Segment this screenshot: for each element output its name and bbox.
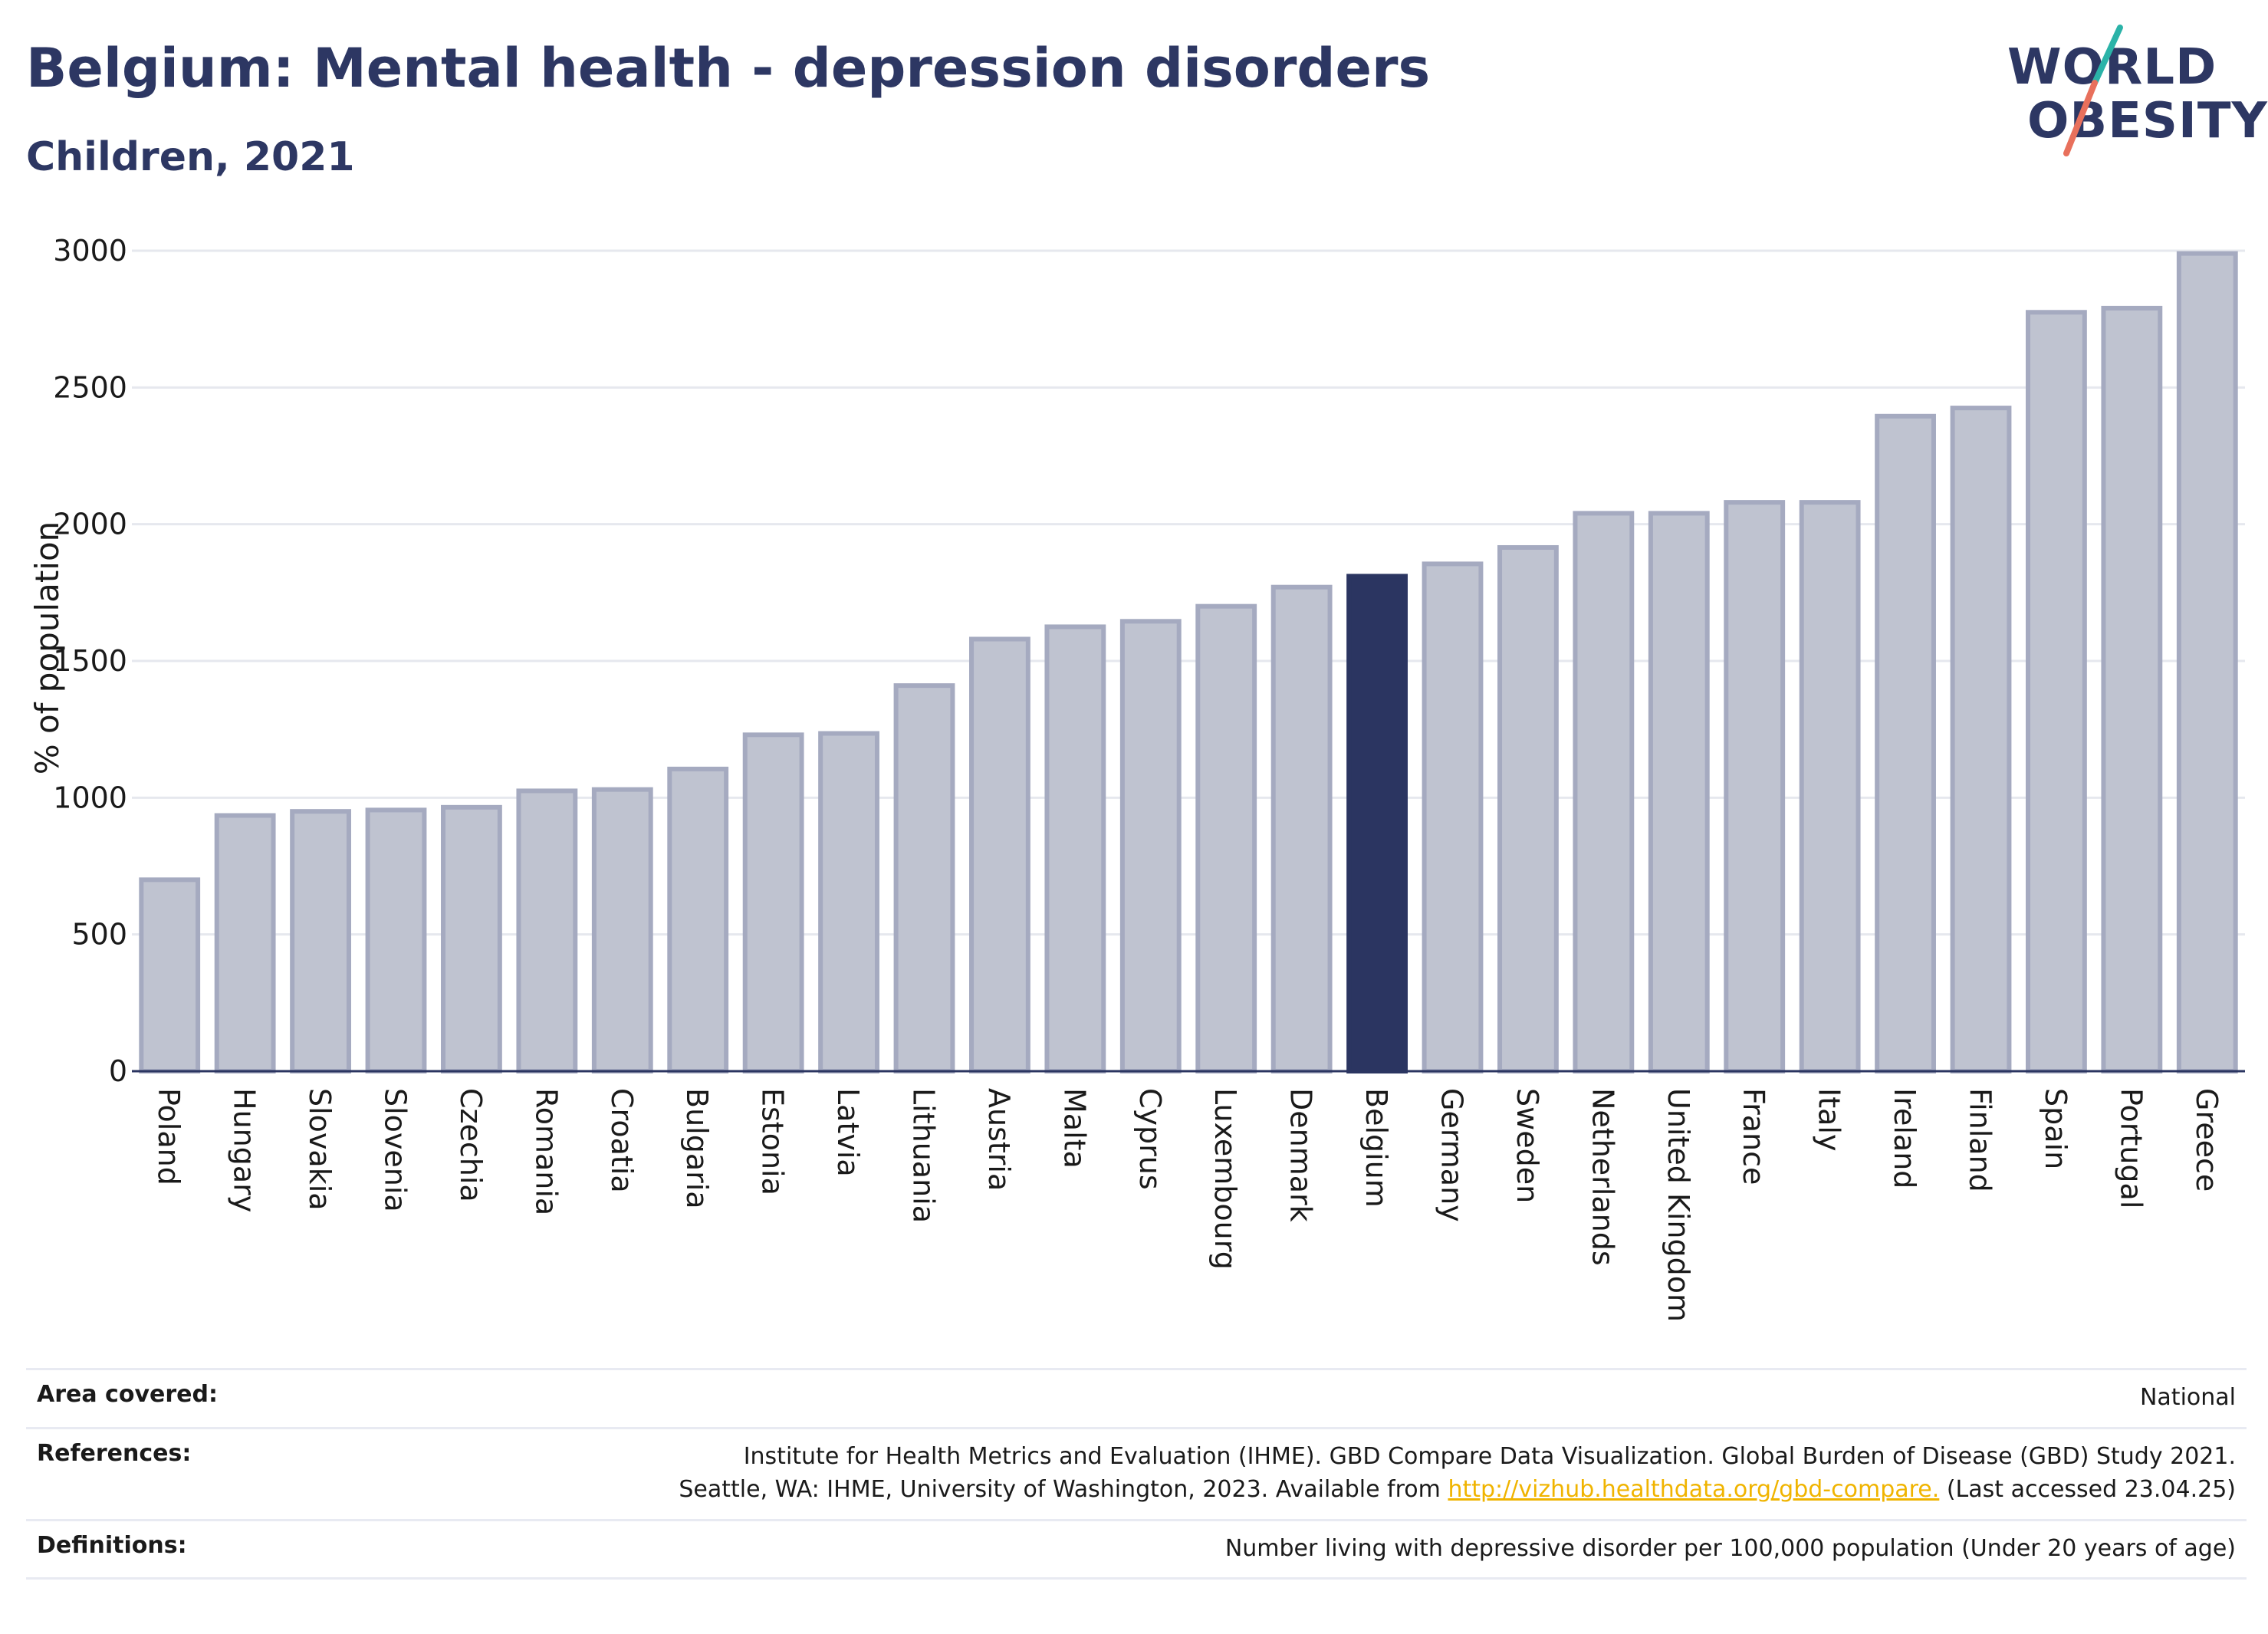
- x-tick-label: Hungary: [228, 1088, 261, 1212]
- logo-slash-icon: [2063, 25, 2123, 156]
- bar-slovenia: [365, 807, 427, 1073]
- x-tick-label: Portugal: [2114, 1088, 2148, 1208]
- x-tick-label: Malta: [1057, 1088, 1091, 1169]
- x-tick-label: Germany: [1435, 1088, 1469, 1222]
- references-value: Institute for Health Metrics and Evaluat…: [679, 1440, 2236, 1507]
- y-tick-label: 3000: [53, 234, 127, 268]
- bar-belgium: [1346, 574, 1408, 1073]
- y-tick-label: 0: [109, 1054, 127, 1088]
- bar-luxembourg: [1195, 603, 1257, 1073]
- bar-latvia: [818, 731, 879, 1073]
- x-tick-label: Austria: [982, 1088, 1016, 1191]
- x-tick-label: Sweden: [1510, 1088, 1544, 1203]
- y-tick-label: 1500: [53, 644, 127, 678]
- references-line2-pre: Seattle, WA: IHME, University of Washing…: [679, 1476, 1441, 1503]
- bar-portugal: [2101, 305, 2163, 1073]
- x-tick-label: Cyprus: [1133, 1088, 1167, 1190]
- x-tick-label: Slovenia: [379, 1088, 413, 1212]
- y-axis-label: % of population: [28, 521, 66, 775]
- bar-lithuania: [893, 683, 955, 1073]
- y-tick-label: 2000: [53, 508, 127, 541]
- references-link[interactable]: http://vizhub.healthdata.org/gbd-compare…: [1448, 1476, 1940, 1503]
- x-tick-label: France: [1737, 1088, 1770, 1185]
- bar-chart: 0 500 1000 1500 2000 2500 3000 Poland Hungary Slo…: [28, 234, 2245, 1322]
- x-tick-label: Czechia: [454, 1088, 488, 1202]
- world-obesity-logo: WORLD OBESITY: [2001, 23, 2267, 161]
- x-tick-label: Netherlands: [1586, 1088, 1619, 1266]
- bar-greece: [2176, 251, 2238, 1074]
- chart-title: Belgium: Mental health - depression diso…: [26, 37, 1431, 100]
- bar-bulgaria: [667, 766, 729, 1074]
- bar-malta: [1044, 624, 1106, 1073]
- bar-sweden: [1497, 544, 1559, 1073]
- bar-hungary: [214, 813, 276, 1074]
- area-covered-label: Area covered:: [37, 1381, 218, 1408]
- bar-italy: [1799, 500, 1861, 1073]
- x-tick-label: United Kingdom: [1662, 1088, 1695, 1322]
- bar-romania: [516, 788, 578, 1073]
- x-tick-label: Lithuania: [907, 1088, 941, 1223]
- x-tick-label: Luxembourg: [1208, 1088, 1242, 1270]
- x-tick-label: Latvia: [831, 1088, 865, 1177]
- bar-finland: [1950, 406, 2012, 1073]
- footer-row-references: References: Institute for Health Metrics…: [26, 1426, 2247, 1519]
- bar-united-kingdom: [1648, 511, 1710, 1073]
- area-covered-value: National: [2139, 1384, 2236, 1411]
- bar-croatia: [591, 787, 653, 1073]
- references-label: References:: [37, 1439, 192, 1467]
- x-tick-label: Bulgaria: [680, 1088, 714, 1209]
- y-tick-label: 1000: [53, 781, 127, 814]
- bar-france: [1724, 500, 1786, 1073]
- x-tick-label: Denmark: [1284, 1088, 1318, 1222]
- bar-slovakia: [290, 809, 351, 1073]
- bars: [139, 251, 2238, 1074]
- bar-poland: [139, 877, 201, 1074]
- y-tick-label: 500: [71, 918, 127, 952]
- x-tick-label: Estonia: [756, 1088, 790, 1195]
- x-tick-label: Spain: [2039, 1088, 2072, 1169]
- chart-subtitle: Children, 2021: [26, 134, 355, 180]
- x-tick-label: Finland: [1964, 1088, 1997, 1192]
- logo-word-obesity: OBESITY: [2027, 93, 2268, 150]
- references-line2-post: (Last accessed 23.04.25): [1946, 1476, 2236, 1503]
- x-tick-label: Belgium: [1359, 1088, 1393, 1208]
- footer-table: Area covered: National References: Insti…: [26, 1368, 2247, 1580]
- bar-cyprus: [1119, 619, 1182, 1073]
- footer-row-area: Area covered: National: [26, 1368, 2247, 1427]
- definitions-label: Definitions:: [37, 1531, 187, 1559]
- footer-row-definitions: Definitions: Number living with depressi…: [26, 1518, 2247, 1580]
- bar-austria: [969, 636, 1030, 1073]
- bar-denmark: [1270, 584, 1333, 1073]
- bar-czechia: [441, 804, 502, 1073]
- x-tick-label: Slovakia: [303, 1088, 337, 1211]
- bar-spain: [2026, 310, 2087, 1073]
- x-tick-label: Italy: [1813, 1088, 1846, 1151]
- bar-estonia: [742, 732, 804, 1073]
- x-tick-label: Romania: [529, 1088, 563, 1215]
- x-tick-label: Croatia: [605, 1088, 639, 1193]
- axes: 0 500 1000 1500 2000 2500 3000 Poland Hungary Slo…: [53, 234, 2245, 1322]
- bar-ireland: [1875, 413, 1936, 1073]
- x-tick-label: Poland: [152, 1088, 186, 1185]
- x-tick-label: Ireland: [1888, 1088, 1921, 1189]
- definitions-value: Number living with depressive disorder p…: [1224, 1534, 2236, 1562]
- y-tick-label: 2500: [53, 370, 127, 404]
- bar-netherlands: [1573, 511, 1635, 1073]
- x-tick-label: Greece: [2190, 1088, 2224, 1192]
- references-line1: Institute for Health Metrics and Evaluat…: [743, 1442, 2236, 1470]
- bar-germany: [1422, 561, 1484, 1073]
